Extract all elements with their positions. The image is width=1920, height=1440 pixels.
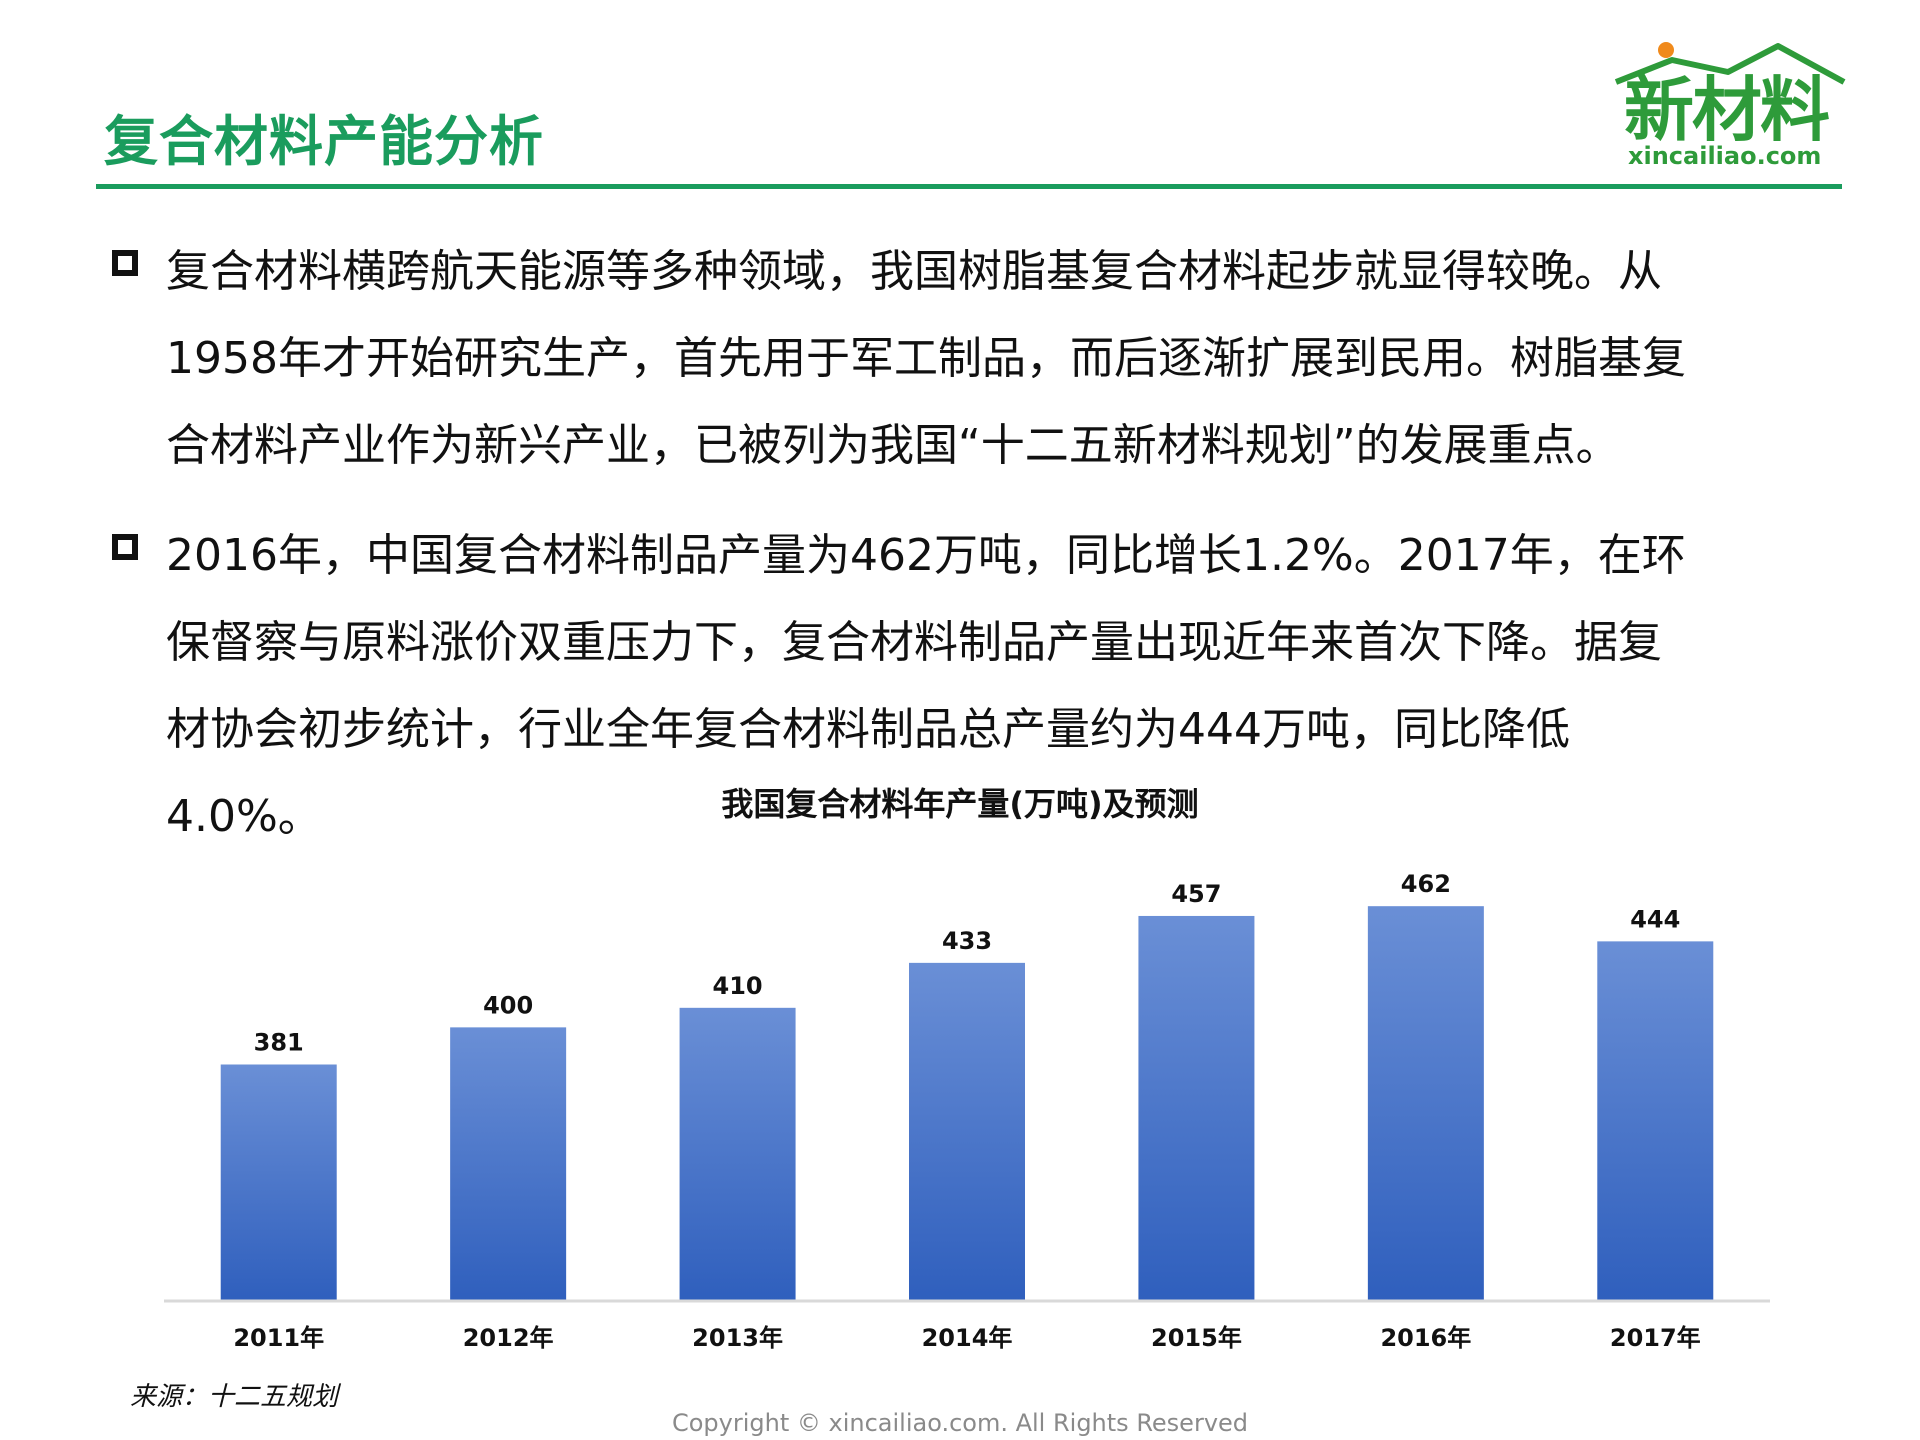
data-label: 433	[942, 927, 992, 955]
copyright-footer: Copyright © xincailiao.com. All Rights R…	[671, 1409, 1249, 1437]
bar-2013年	[679, 1007, 796, 1301]
x-tick-label: 2012年	[463, 1324, 554, 1352]
data-label: 457	[1171, 880, 1221, 908]
slide-title: 复合材料产能分析	[104, 110, 544, 173]
bar-2011年	[220, 1064, 337, 1301]
bullet-2-line-3: 材协会初步统计，行业全年复合材料制品总产量约为444万吨，同比降低	[166, 704, 1570, 755]
bar-2014年	[909, 962, 1025, 1301]
x-tick-label: 2011年	[233, 1324, 324, 1352]
bullet-2-line-1: 2016年，中国复合材料制品产量为462万吨，同比增长1.2%。2017年，在环	[166, 530, 1686, 581]
bullet-1-line-3: 合材料产业作为新兴产业，已被列为我国“十二五新材料规划”的发展重点。	[166, 420, 1620, 471]
bullet-2-text: 2016年，中国复合材料制品产量为462万吨，同比增长1.2%。2017年，在环…	[166, 512, 1826, 860]
data-label: 410	[713, 972, 763, 1000]
title-rule	[96, 184, 1842, 189]
bar-2015年	[1138, 915, 1255, 1301]
x-tick-label: 2013年	[692, 1324, 783, 1352]
x-tick-label: 2016年	[1380, 1324, 1471, 1352]
bullet-2-line-4: 4.0%。	[166, 791, 322, 842]
bar-2012年	[450, 1027, 567, 1301]
bar-2017年	[1597, 941, 1714, 1301]
x-tick-labels: 2011年 2012年 2013年 2014年 2015年 2016年 2017年	[233, 1324, 1700, 1352]
brand-logo: 新材料 xincailiao.com	[1610, 36, 1850, 176]
logo-sun-icon	[1658, 42, 1674, 58]
x-tick-label: 2017年	[1610, 1324, 1701, 1352]
bullet-1-text: 复合材料横跨航天能源等多种领域，我国树脂基复合材料起步就显得较晚。从 1958年…	[166, 228, 1826, 489]
logo-wordmark: 新材料	[1624, 69, 1830, 151]
x-tick-label: 2014年	[922, 1324, 1013, 1352]
bullet-square-icon	[112, 250, 138, 276]
bar-series	[220, 906, 1714, 1301]
bullet-1-line-1: 复合材料横跨航天能源等多种领域，我国树脂基复合材料起步就显得较晚。从	[166, 246, 1662, 297]
logo-roof-icon	[1614, 42, 1846, 85]
logo-domain: xincailiao.com	[1628, 142, 1822, 170]
bullet-square-icon	[112, 534, 138, 560]
data-label: 381	[254, 1029, 304, 1057]
data-label: 462	[1401, 870, 1451, 898]
bar-2016年	[1367, 906, 1484, 1301]
x-tick-label: 2015年	[1151, 1324, 1242, 1352]
bullet-1-line-2: 1958年才开始研究生产，首先用于军工制品，而后逐渐扩展到民用。树脂基复	[166, 333, 1686, 384]
data-labels: 381 400 410 433 457 462 444	[254, 870, 1681, 1056]
source-note: 来源：十二五规划	[130, 1382, 339, 1412]
logo-house-outline-icon	[1614, 43, 1846, 85]
data-label: 444	[1630, 905, 1680, 933]
chart-title: 我国复合材料年产量(万吨)及预测	[721, 785, 1199, 823]
bullet-2-line-2: 保督察与原料涨价双重压力下，复合材料制品产量出现近年来首次下降。据复	[166, 617, 1662, 668]
data-label: 400	[483, 991, 533, 1019]
